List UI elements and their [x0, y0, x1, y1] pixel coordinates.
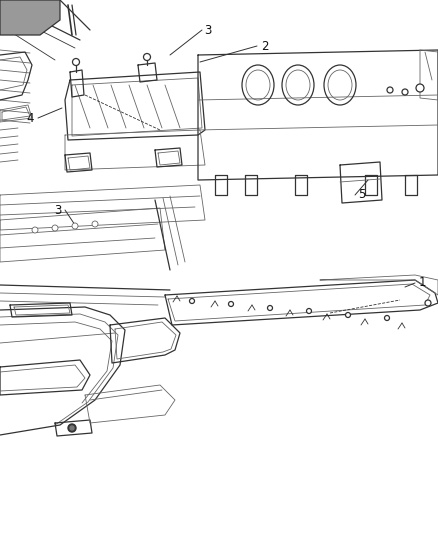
Circle shape: [52, 225, 58, 231]
Circle shape: [229, 302, 233, 306]
Text: 3: 3: [204, 23, 212, 36]
Polygon shape: [0, 0, 60, 35]
Circle shape: [73, 59, 80, 66]
Circle shape: [268, 305, 272, 311]
Circle shape: [416, 84, 424, 92]
Text: 1: 1: [418, 277, 426, 289]
Circle shape: [92, 221, 98, 227]
Circle shape: [346, 312, 350, 318]
Circle shape: [387, 87, 393, 93]
Circle shape: [385, 316, 389, 320]
Circle shape: [32, 227, 38, 233]
Circle shape: [190, 298, 194, 303]
Circle shape: [74, 60, 78, 64]
Text: 2: 2: [261, 39, 269, 52]
Circle shape: [145, 54, 149, 60]
Circle shape: [307, 309, 311, 313]
Text: 3: 3: [54, 204, 62, 216]
Text: 4: 4: [26, 111, 34, 125]
Circle shape: [402, 89, 408, 95]
Circle shape: [68, 424, 76, 432]
Text: 5: 5: [358, 189, 366, 201]
Circle shape: [72, 223, 78, 229]
Circle shape: [144, 53, 151, 61]
Circle shape: [425, 300, 431, 306]
Circle shape: [70, 426, 74, 430]
